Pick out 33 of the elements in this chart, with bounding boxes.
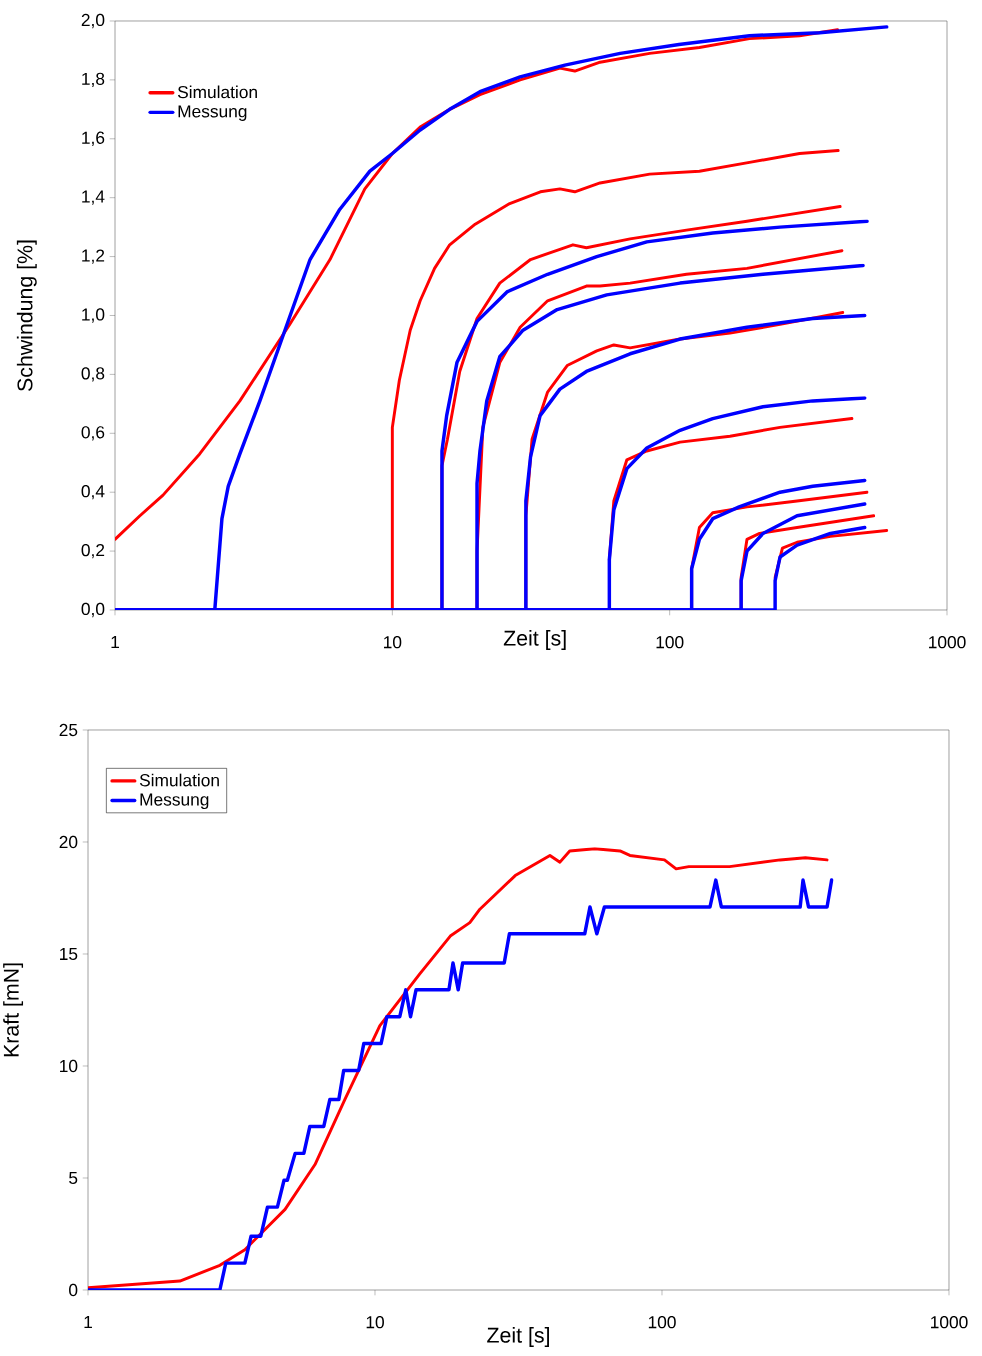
y-tick-label: 15: [60, 947, 78, 961]
y-tick-label: 0,2: [81, 543, 105, 559]
legend-label: Simulation: [177, 85, 257, 99]
y-tick-label: 0,0: [81, 602, 105, 618]
y-axis-title: Kraft [mN]: [3, 963, 24, 1057]
y-tick-label: 20: [59, 835, 78, 849]
legend-label: Simulation: [139, 773, 219, 787]
y-tick-label: 5: [69, 1171, 78, 1185]
y-tick-label: 1,4: [82, 190, 105, 205]
y-tick-label: 1,6: [82, 131, 105, 146]
legend-label: Messung: [140, 793, 209, 810]
x-tick-label: 100: [656, 636, 684, 649]
y-tick-label: 0,4: [81, 485, 105, 500]
x-tick-label: 1000: [931, 1316, 968, 1329]
x-tick-label: 1000: [929, 636, 966, 649]
y-tick-label: 10: [60, 1059, 78, 1073]
x-tick-label: 10: [366, 1316, 384, 1329]
x-tick-label: 1: [84, 1316, 92, 1328]
x-tick-label: 100: [648, 1316, 676, 1329]
y-tick-label: 0,8: [81, 367, 105, 382]
x-axis-title: Zeit [s]: [487, 1327, 549, 1347]
y-tick-label: 0: [69, 1283, 78, 1297]
y-tick-label: 1,2: [82, 249, 105, 264]
y-tick-label: 2,0: [81, 13, 105, 29]
x-axis-title: Zeit [s]: [503, 630, 566, 650]
legend-label: Messung: [178, 105, 247, 121]
y-tick-label: 1,8: [82, 72, 105, 88]
y-tick-label: 0,6: [81, 426, 105, 441]
x-tick-label: 1: [111, 636, 119, 648]
y-axis-title: Schwindung [%]: [16, 240, 37, 392]
y-tick-label: 25: [59, 723, 78, 737]
y-tick-label: 1,0: [82, 308, 105, 323]
x-tick-label: 10: [384, 636, 402, 649]
